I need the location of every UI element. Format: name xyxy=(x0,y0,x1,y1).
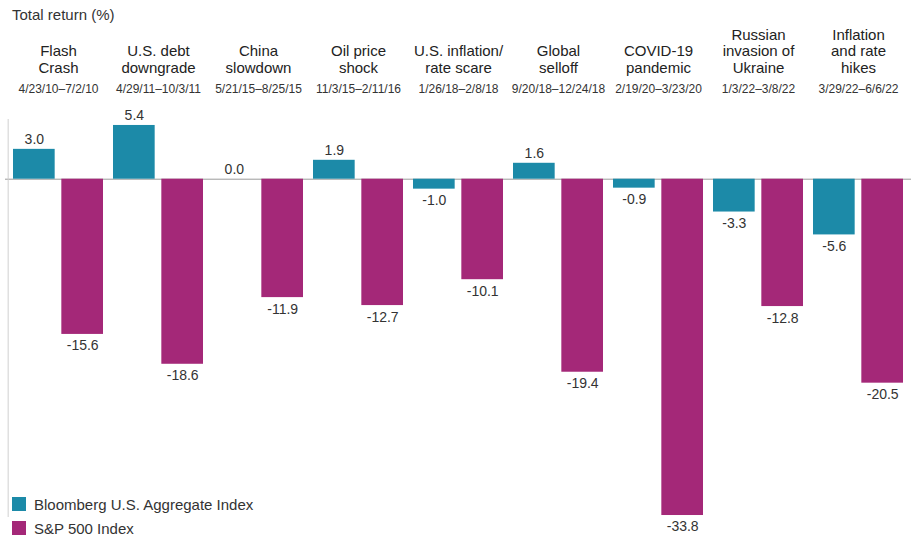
svg-text:-10.1: -10.1 xyxy=(467,283,499,299)
html-text:S&P 500 Index: S&P 500 Index xyxy=(34,519,134,537)
svg-text:FlashCrash: FlashCrash xyxy=(38,42,78,76)
svg-text:3.0: 3.0 xyxy=(25,131,45,147)
svg-text:-18.6: -18.6 xyxy=(167,367,199,383)
svg-text:-33.8: -33.8 xyxy=(667,518,699,534)
svg-text:-19.4: -19.4 xyxy=(567,375,599,391)
svg-text:COVID-19pandemic: COVID-19pandemic xyxy=(624,42,693,76)
svg-text:5/21/15–8/25/15: 5/21/15–8/25/15 xyxy=(215,82,302,96)
svg-text:-3.3: -3.3 xyxy=(722,215,746,231)
svg-text:1.9: 1.9 xyxy=(325,142,345,158)
html-text:Total return (%): Total return (%) xyxy=(12,6,115,23)
svg-text:1/26/18–2/8/18: 1/26/18–2/8/18 xyxy=(418,82,498,96)
svg-text:Chinaslowdown: Chinaslowdown xyxy=(226,42,292,76)
svg-text:-12.7: -12.7 xyxy=(367,309,399,325)
svg-text:-5.6: -5.6 xyxy=(822,238,846,254)
html-text:Bloomberg U.S. Aggregate Index: Bloomberg U.S. Aggregate Index xyxy=(34,495,254,513)
svg-text:4/29/11–10/3/11: 4/29/11–10/3/11 xyxy=(116,82,201,96)
svg-text:0.0: 0.0 xyxy=(225,161,245,177)
svg-text:3/29/22–6/6/22: 3/29/22–6/6/22 xyxy=(818,82,898,96)
svg-text:11/3/15–2/11/16: 11/3/15–2/11/16 xyxy=(316,82,401,96)
svg-text:-15.6: -15.6 xyxy=(67,337,99,353)
svg-text:5.4: 5.4 xyxy=(125,107,145,123)
svg-text:Russianinvasion ofUkraine: Russianinvasion ofUkraine xyxy=(723,26,796,76)
svg-text:-1.0: -1.0 xyxy=(422,192,446,208)
svg-text:1/3/22–3/8/22: 1/3/22–3/8/22 xyxy=(722,82,796,96)
svg-text:Inflationand ratehikes: Inflationand ratehikes xyxy=(831,26,886,76)
svg-text:1.6: 1.6 xyxy=(525,145,545,161)
svg-text:U.S. inflation/rate scare: U.S. inflation/rate scare xyxy=(414,42,504,76)
svg-text:2/19/20–3/23/20: 2/19/20–3/23/20 xyxy=(615,82,702,96)
svg-text:9/20/18–12/24/18: 9/20/18–12/24/18 xyxy=(512,82,606,96)
svg-text:-11.9: -11.9 xyxy=(267,301,298,317)
svg-text:U.S. debtdowngrade: U.S. debtdowngrade xyxy=(121,42,195,76)
svg-text:-20.5: -20.5 xyxy=(867,386,899,402)
svg-text:-0.9: -0.9 xyxy=(622,191,646,207)
svg-text:Globalselloff: Globalselloff xyxy=(537,42,580,76)
svg-text:-12.8: -12.8 xyxy=(767,310,799,326)
svg-text:Oil priceshock: Oil priceshock xyxy=(331,42,386,76)
svg-text:4/23/10–7/2/10: 4/23/10–7/2/10 xyxy=(18,82,98,96)
